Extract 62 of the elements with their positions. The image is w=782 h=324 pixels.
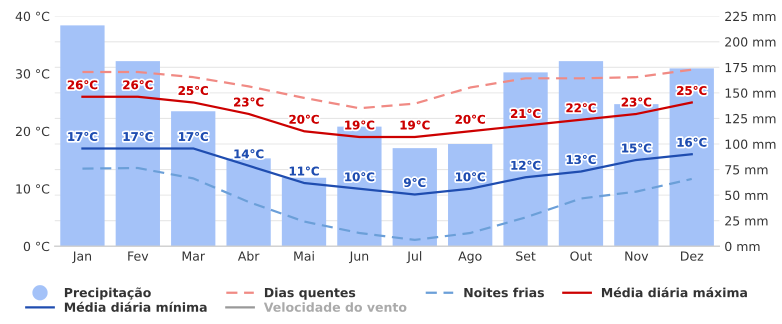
legend-label: Média diária mínima [64,302,207,312]
data-label: 19°C [345,120,374,130]
y-tick-label: 10 °C [16,184,50,194]
data-label: 19°C [400,120,430,130]
data-label: 16°C [678,138,706,147]
x-tick-label: Abr [238,251,260,261]
y-tick-label: 30 °C [16,69,50,79]
legend-label: Velocidade do vento [264,302,406,312]
y2-tick-label: 100 mm [726,139,776,149]
x-tick-label: Nov [625,251,648,261]
data-label: 26°C [123,80,153,90]
bar [226,158,271,246]
x-tick-label: Dez [681,251,704,261]
data-label: 15°C [622,144,652,153]
bar [282,178,326,246]
x-tick-label: Set [516,251,536,261]
data-label: 10°C [345,172,374,182]
data-label: 20°C [289,114,319,124]
legend-label: Média diária máxima [602,287,747,298]
data-label: 23°C [622,97,652,107]
data-label: 14°C [234,149,264,158]
y2-tick-label: 225 mm [725,12,776,22]
y2-tick-label: 75 mm [725,165,768,174]
y-tick-label: 0 °C [24,242,50,252]
x-tick-label: Jul [406,251,422,264]
legend-label: Noites frias [464,288,544,298]
y-tick-label: 40 °C [16,12,50,22]
data-label: 25°C [677,86,706,95]
data-label: 9°C [404,178,426,188]
data-label: 17°C [68,132,98,142]
y2-tick-label: 200 mm [725,37,776,47]
x-tick-label: Mai [294,251,314,261]
bar [60,25,105,246]
y2-tick-label: 175 mm [726,62,776,72]
data-label: 17°C [124,132,153,142]
data-label: 25°C [178,86,208,95]
y2-tick-label: 25 mm [725,216,768,226]
y-tick-label: 20 °C [16,126,50,136]
data-label: 26°C [68,80,98,90]
data-label: 20°C [456,114,485,124]
x-tick-label: Out [570,251,592,261]
legend-label: Dias quentes [264,288,356,300]
data-label: 22°C [566,103,596,112]
data-label: 12°C [511,160,540,170]
y2-tick-label: 125 mm [726,114,776,124]
x-tick-label: Jun [348,251,368,264]
data-label: 23°C [234,97,264,107]
x-tick-label: Fev [128,251,148,261]
data-label: 21°C [511,108,540,118]
bar [392,148,437,246]
data-label: 13°C [566,155,596,164]
y2-tick-label: 50 mm [725,190,768,200]
y2-tick-label: 0 mm [725,242,760,252]
data-label: 10°C [456,172,485,182]
x-tick-label: Jan [72,251,92,264]
legend-label: Precipitação [64,287,151,300]
bar [171,111,216,246]
y2-tick-label: 150 mm [726,88,776,98]
data-label: 11°C [290,166,319,176]
x-tick-label: Ago [458,251,482,264]
x-tick-label: Mar [182,251,206,261]
data-label: 17°C [179,132,208,142]
